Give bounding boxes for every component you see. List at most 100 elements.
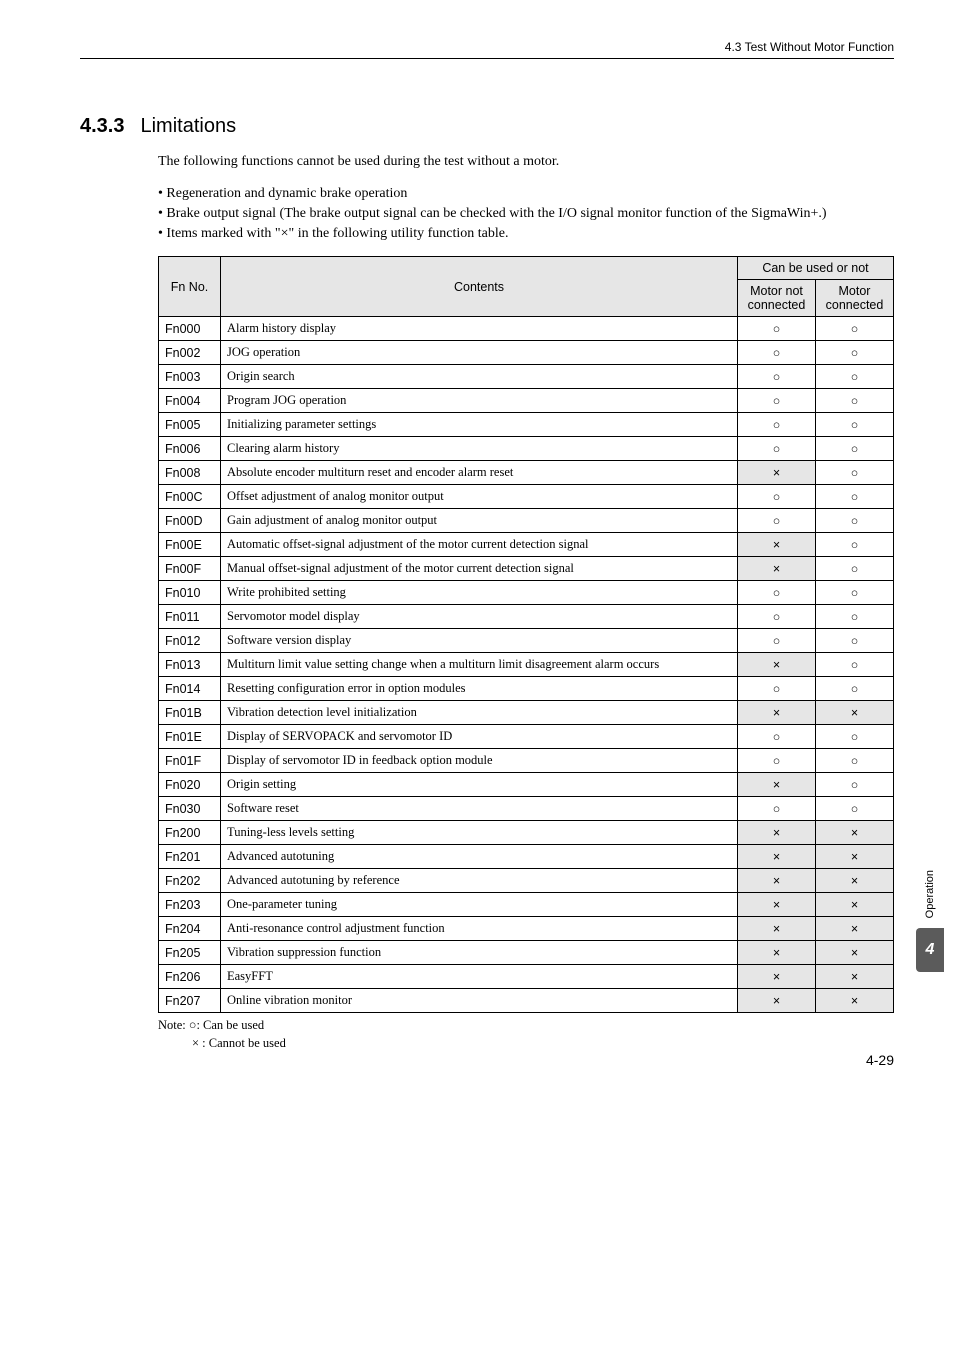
cell-fn-no: Fn205 xyxy=(159,941,221,965)
cell-motor-connected: ○ xyxy=(816,461,894,485)
cell-fn-no: Fn020 xyxy=(159,773,221,797)
cell-contents: Initializing parameter settings xyxy=(221,413,738,437)
table-row: Fn203One-parameter tuning×× xyxy=(159,893,894,917)
side-tab-chapter: 4 xyxy=(926,941,935,959)
cell-fn-no: Fn002 xyxy=(159,341,221,365)
table-row: Fn003Origin search○○ xyxy=(159,365,894,389)
cell-motor-connected: ○ xyxy=(816,437,894,461)
cell-contents: Automatic offset-signal adjustment of th… xyxy=(221,533,738,557)
cell-fn-no: Fn00F xyxy=(159,557,221,581)
cell-contents: Online vibration monitor xyxy=(221,989,738,1013)
cell-contents: Advanced autotuning xyxy=(221,845,738,869)
cell-contents: Display of servomotor ID in feedback opt… xyxy=(221,749,738,773)
cell-motor-connected: ○ xyxy=(816,605,894,629)
cell-motor-not-connected: ○ xyxy=(738,725,816,749)
th-fn-no: Fn No. xyxy=(159,257,221,317)
cell-motor-connected: ○ xyxy=(816,749,894,773)
cell-fn-no: Fn203 xyxy=(159,893,221,917)
cell-motor-not-connected: ○ xyxy=(738,437,816,461)
cell-motor-connected: × xyxy=(816,893,894,917)
cell-motor-not-connected: × xyxy=(738,533,816,557)
cell-motor-connected: ○ xyxy=(816,317,894,341)
cell-motor-connected: × xyxy=(816,821,894,845)
section-title: Limitations xyxy=(140,115,236,138)
note-line-1: Note: ○: Can be used xyxy=(158,1017,894,1035)
table-row: Fn202Advanced autotuning by reference×× xyxy=(159,869,894,893)
cell-contents: Servomotor model display xyxy=(221,605,738,629)
cell-fn-no: Fn005 xyxy=(159,413,221,437)
cell-fn-no: Fn006 xyxy=(159,437,221,461)
cell-motor-connected: ○ xyxy=(816,677,894,701)
cell-motor-connected: × xyxy=(816,917,894,941)
cell-motor-connected: × xyxy=(816,941,894,965)
table-row: Fn01FDisplay of servomotor ID in feedbac… xyxy=(159,749,894,773)
cell-fn-no: Fn030 xyxy=(159,797,221,821)
table-row: Fn205Vibration suppression function×× xyxy=(159,941,894,965)
table-row: Fn00COffset adjustment of analog monitor… xyxy=(159,485,894,509)
cell-motor-not-connected: ○ xyxy=(738,365,816,389)
cell-motor-connected: ○ xyxy=(816,557,894,581)
cell-fn-no: Fn201 xyxy=(159,845,221,869)
cell-contents: Program JOG operation xyxy=(221,389,738,413)
chapter-side-tab: Operation 4 xyxy=(916,870,944,972)
cell-fn-no: Fn202 xyxy=(159,869,221,893)
cell-motor-not-connected: ○ xyxy=(738,389,816,413)
cell-motor-not-connected: × xyxy=(738,653,816,677)
cell-fn-no: Fn01E xyxy=(159,725,221,749)
cell-fn-no: Fn204 xyxy=(159,917,221,941)
cell-motor-not-connected: × xyxy=(738,917,816,941)
cell-fn-no: Fn004 xyxy=(159,389,221,413)
cell-contents: Display of SERVOPACK and servomotor ID xyxy=(221,725,738,749)
table-row: Fn010Write prohibited setting○○ xyxy=(159,581,894,605)
page-header: 4.3 Test Without Motor Function xyxy=(80,40,894,59)
cell-motor-not-connected: × xyxy=(738,845,816,869)
cell-motor-not-connected: × xyxy=(738,461,816,485)
cell-motor-connected: ○ xyxy=(816,533,894,557)
cell-motor-connected: ○ xyxy=(816,581,894,605)
section-number: 4.3.3 xyxy=(80,115,124,138)
table-row: Fn004Program JOG operation○○ xyxy=(159,389,894,413)
cell-motor-connected: ○ xyxy=(816,509,894,533)
th-motor-connected: Motor connected xyxy=(816,280,894,317)
table-row: Fn002JOG operation○○ xyxy=(159,341,894,365)
cell-motor-not-connected: × xyxy=(738,965,816,989)
limitation-bullets: Regeneration and dynamic brake operation… xyxy=(158,184,894,245)
cell-motor-connected: ○ xyxy=(816,725,894,749)
cell-fn-no: Fn00E xyxy=(159,533,221,557)
side-tab-badge: 4 xyxy=(916,928,944,972)
cell-contents: JOG operation xyxy=(221,341,738,365)
cell-contents: Clearing alarm history xyxy=(221,437,738,461)
cell-fn-no: Fn011 xyxy=(159,605,221,629)
cell-fn-no: Fn014 xyxy=(159,677,221,701)
cell-motor-not-connected: × xyxy=(738,989,816,1013)
cell-motor-connected: × xyxy=(816,845,894,869)
cell-motor-not-connected: ○ xyxy=(738,605,816,629)
page-number: 4-29 xyxy=(866,1052,894,1068)
cell-motor-connected: × xyxy=(816,869,894,893)
cell-motor-not-connected: × xyxy=(738,821,816,845)
cell-contents: Vibration suppression function xyxy=(221,941,738,965)
table-note: Note: ○: Can be used × : Cannot be used xyxy=(158,1017,894,1052)
th-usable-group: Can be used or not xyxy=(738,257,894,280)
cell-motor-not-connected: ○ xyxy=(738,509,816,533)
table-row: Fn206EasyFFT×× xyxy=(159,965,894,989)
table-row: Fn00EAutomatic offset-signal adjustment … xyxy=(159,533,894,557)
table-row: Fn011Servomotor model display○○ xyxy=(159,605,894,629)
table-row: Fn005Initializing parameter settings○○ xyxy=(159,413,894,437)
table-row: Fn008Absolute encoder multiturn reset an… xyxy=(159,461,894,485)
side-tab-label: Operation xyxy=(924,870,936,918)
breadcrumb: 4.3 Test Without Motor Function xyxy=(725,40,894,54)
cell-fn-no: Fn013 xyxy=(159,653,221,677)
intro-paragraph: The following functions cannot be used d… xyxy=(158,152,894,172)
cell-motor-not-connected: ○ xyxy=(738,317,816,341)
cell-fn-no: Fn010 xyxy=(159,581,221,605)
cell-motor-not-connected: ○ xyxy=(738,797,816,821)
cell-motor-connected: ○ xyxy=(816,365,894,389)
cell-motor-connected: ○ xyxy=(816,797,894,821)
cell-contents: Origin setting xyxy=(221,773,738,797)
cell-contents: Manual offset-signal adjustment of the m… xyxy=(221,557,738,581)
cell-contents: Tuning-less levels setting xyxy=(221,821,738,845)
table-row: Fn006Clearing alarm history○○ xyxy=(159,437,894,461)
cell-fn-no: Fn200 xyxy=(159,821,221,845)
cell-contents: Anti-resonance control adjustment functi… xyxy=(221,917,738,941)
